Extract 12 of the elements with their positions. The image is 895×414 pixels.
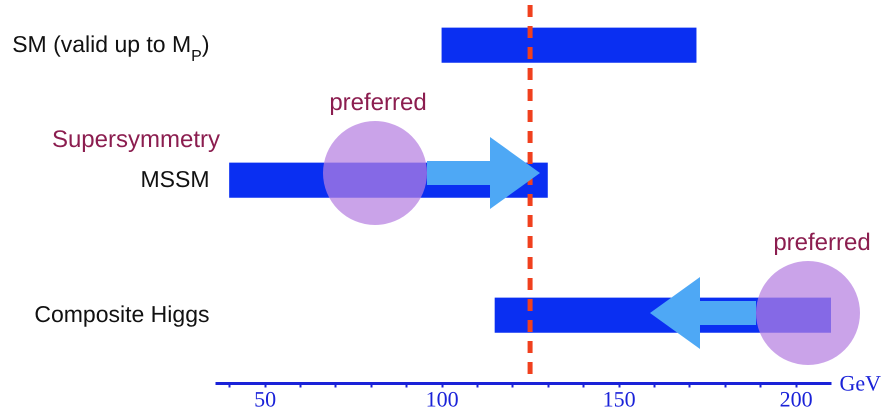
x-tick-label: 50: [254, 386, 276, 412]
bar: [442, 28, 696, 63]
x-tick-label: 200: [780, 386, 813, 412]
y-tick-label: MSSM: [140, 166, 210, 192]
y-tick-label: SM (valid up to M$_{P}$): [12, 31, 210, 65]
x-tick-label: 100: [426, 386, 459, 412]
x-axis-title: GeV: [840, 370, 882, 396]
annotation: preferred: [329, 89, 427, 116]
annotation: preferred: [773, 229, 871, 256]
x-tick-label: 150: [602, 386, 636, 412]
y-tick-label: Composite Higgs: [34, 301, 210, 328]
annotation: Supersymmetry: [52, 126, 220, 153]
